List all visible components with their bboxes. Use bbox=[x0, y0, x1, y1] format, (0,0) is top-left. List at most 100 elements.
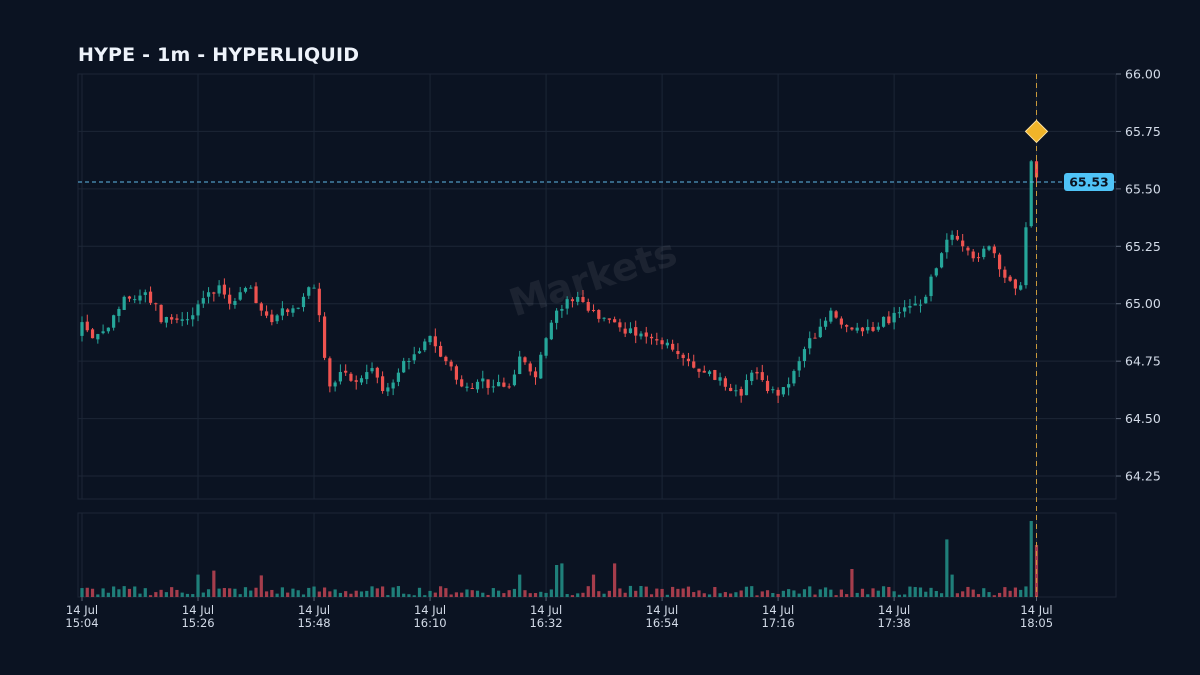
volume-bar bbox=[228, 588, 232, 597]
candle-body bbox=[217, 285, 221, 294]
volume-bar bbox=[555, 565, 559, 597]
volume-bar bbox=[386, 595, 390, 597]
volume-bar bbox=[375, 588, 379, 597]
candle-body bbox=[322, 316, 327, 358]
candle-body bbox=[481, 378, 485, 382]
candle-body bbox=[570, 299, 575, 302]
volume-bar bbox=[528, 593, 532, 597]
volume-bar bbox=[971, 589, 975, 597]
volume-bar bbox=[966, 586, 970, 597]
volume-bar bbox=[876, 590, 880, 597]
candle-body bbox=[839, 318, 843, 325]
volume-bar bbox=[987, 592, 991, 597]
x-tick-date: 14 Jul bbox=[878, 603, 910, 617]
candle-body bbox=[328, 358, 332, 387]
candle-body bbox=[270, 314, 274, 323]
candle-body bbox=[338, 372, 343, 382]
candle-body bbox=[734, 390, 738, 392]
candle-body bbox=[755, 371, 759, 374]
candle-body bbox=[222, 284, 226, 295]
candle-body bbox=[781, 387, 785, 395]
candle-body bbox=[676, 351, 680, 355]
volume-bar bbox=[871, 588, 875, 597]
volume-bar bbox=[154, 592, 158, 597]
volume-bar bbox=[238, 594, 242, 597]
volume-bar bbox=[196, 574, 200, 597]
candle-body bbox=[860, 327, 865, 332]
candle-body bbox=[228, 294, 232, 304]
volume-bar bbox=[649, 594, 654, 597]
volume-bar bbox=[945, 539, 949, 597]
candle-body bbox=[934, 268, 938, 276]
volume-bar bbox=[639, 585, 643, 597]
candle-body bbox=[243, 287, 248, 292]
last-price-label: 65.53 bbox=[1069, 174, 1109, 189]
candle-body bbox=[961, 240, 965, 247]
volume-bar bbox=[697, 590, 701, 597]
candle-body bbox=[444, 356, 448, 362]
volume-bar bbox=[264, 591, 269, 597]
volume-bar bbox=[723, 592, 727, 597]
volume-bar bbox=[407, 594, 411, 597]
candle-body bbox=[602, 317, 606, 319]
candle-body bbox=[233, 301, 237, 305]
volume-bar bbox=[802, 589, 807, 597]
volume-bar bbox=[866, 594, 870, 597]
volume-bar bbox=[518, 574, 522, 597]
candle-body bbox=[613, 319, 617, 323]
candle-body bbox=[787, 384, 791, 388]
candle-body bbox=[528, 363, 532, 372]
x-tick-date: 14 Jul bbox=[1020, 603, 1052, 617]
volume-bar bbox=[787, 589, 791, 597]
candle-body bbox=[428, 335, 432, 343]
candle-body bbox=[929, 276, 933, 297]
candle-body bbox=[660, 340, 664, 345]
volume-bar bbox=[106, 592, 110, 597]
x-tick-date: 14 Jul bbox=[530, 603, 562, 617]
candle-body bbox=[655, 339, 659, 341]
volume-bar bbox=[470, 590, 474, 597]
candle-body bbox=[344, 370, 348, 373]
volume-bar bbox=[613, 563, 617, 597]
volume-bar bbox=[212, 570, 216, 597]
candle-body bbox=[539, 354, 543, 379]
volume-bar bbox=[148, 595, 153, 597]
candle-body bbox=[955, 235, 959, 240]
volume-bar bbox=[402, 593, 406, 597]
volume-bar bbox=[370, 586, 374, 597]
candle-body bbox=[491, 386, 495, 388]
candle-body bbox=[201, 298, 205, 304]
candle-body bbox=[607, 318, 611, 320]
candle-body bbox=[739, 389, 743, 396]
candle-body bbox=[586, 302, 590, 311]
candle-body bbox=[697, 368, 701, 372]
volume-bar bbox=[85, 587, 89, 597]
candle-body bbox=[264, 311, 269, 316]
candle-body bbox=[380, 376, 385, 392]
volume-bar bbox=[291, 588, 295, 597]
candle-body bbox=[497, 382, 501, 387]
volume-bar bbox=[924, 591, 928, 597]
candle-body bbox=[275, 315, 279, 322]
watermark-text: Markets bbox=[504, 230, 682, 325]
candle-body bbox=[776, 389, 780, 396]
candle-body bbox=[475, 381, 480, 390]
candle-body bbox=[802, 349, 807, 361]
volume-bar bbox=[1013, 587, 1018, 597]
volume-bar bbox=[702, 593, 706, 597]
candle-body bbox=[96, 334, 100, 340]
candle-body bbox=[433, 336, 437, 347]
volume-bar bbox=[112, 586, 116, 597]
candle-body bbox=[765, 380, 770, 392]
volume-bar bbox=[813, 594, 817, 597]
y-tick-label: 65.75 bbox=[1125, 124, 1161, 139]
volume-bar bbox=[322, 587, 327, 597]
candle-body bbox=[924, 296, 928, 304]
volume-bar bbox=[338, 592, 343, 597]
grid-lines bbox=[78, 73, 1116, 597]
candle-body bbox=[681, 354, 685, 359]
candle-body bbox=[460, 379, 464, 387]
candle-body bbox=[502, 382, 506, 387]
volume-bar bbox=[460, 592, 464, 597]
volume-bar bbox=[734, 592, 738, 597]
